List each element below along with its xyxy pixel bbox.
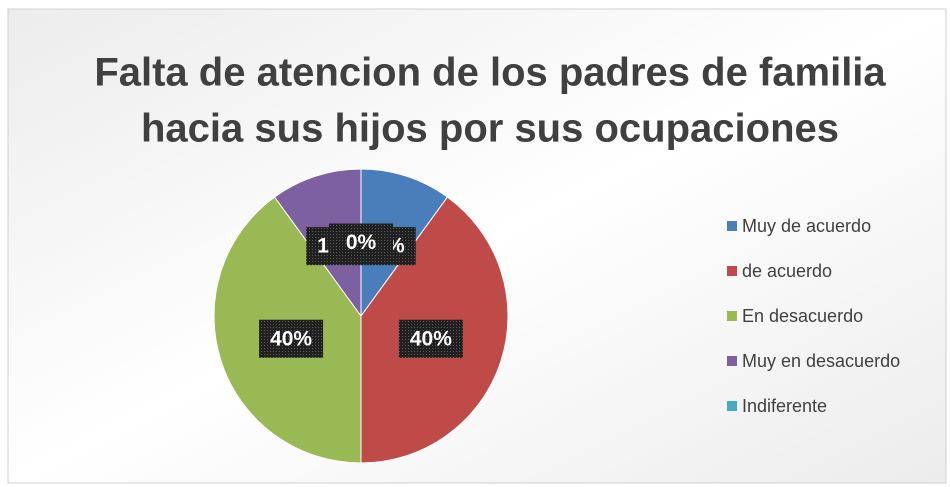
legend-label: Muy de acuerdo — [742, 216, 871, 236]
data-label: 0% — [346, 231, 377, 254]
data-label: 40% — [410, 327, 452, 350]
data-label-box — [329, 223, 393, 262]
legend-swatch — [727, 401, 737, 411]
data-label-box — [398, 319, 463, 358]
chart-title: hacia sus hijos por sus ocupaciones — [141, 107, 839, 151]
legend-swatch — [727, 266, 737, 276]
legend-label: Muy en desacuerdo — [742, 351, 900, 371]
legend-label: Indiferente — [742, 396, 827, 416]
chart-title: Falta de atencion de los padres de famil… — [94, 51, 886, 95]
legend-swatch — [727, 356, 737, 366]
legend-swatch — [727, 221, 737, 231]
legend-label: En desacuerdo — [742, 306, 863, 326]
legend-label: de acuerdo — [742, 261, 832, 281]
data-label: 40% — [270, 327, 312, 350]
legend-swatch — [727, 311, 737, 321]
data-label-box — [259, 319, 324, 358]
